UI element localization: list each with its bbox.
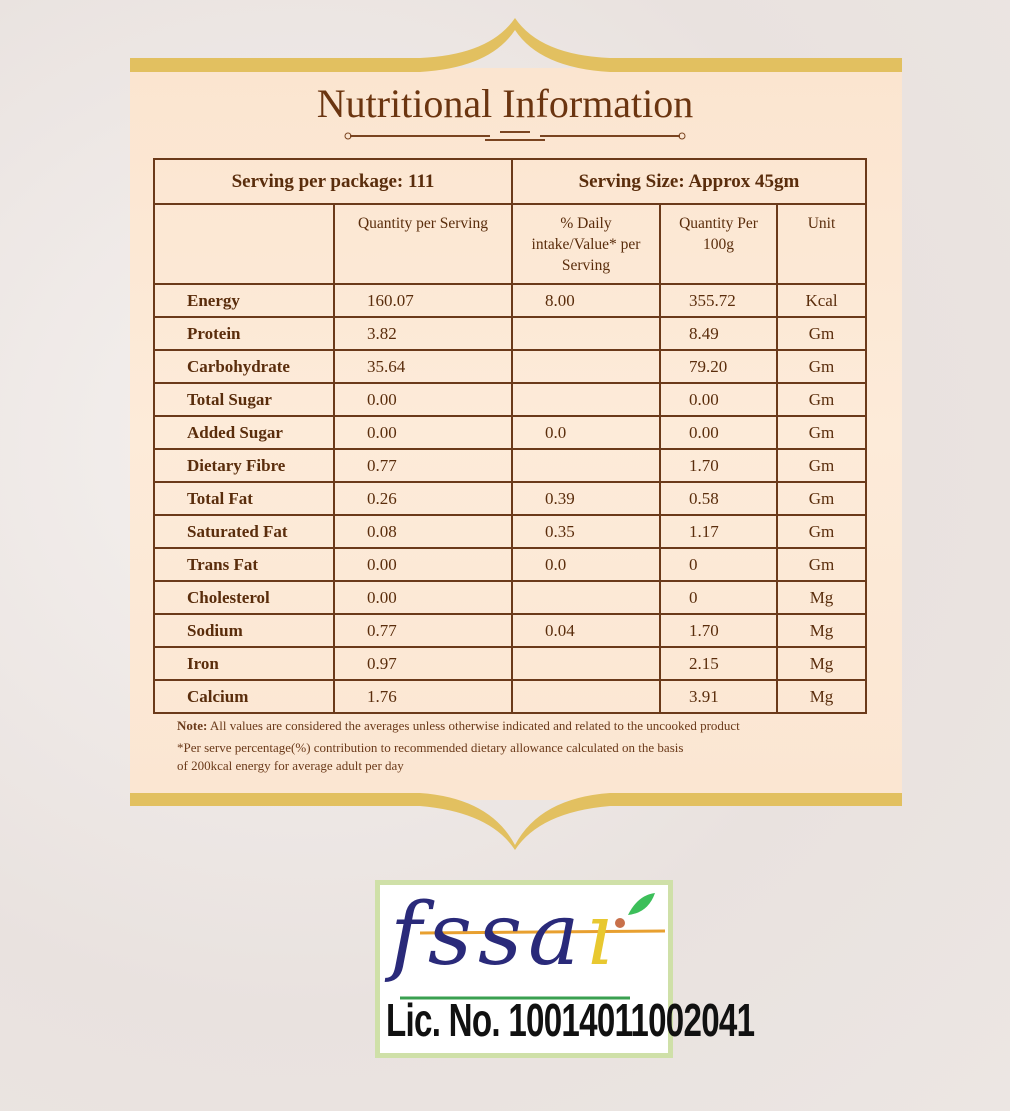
per-serving-value: 1.76 (333, 679, 513, 714)
per-serving-value: 35.64 (333, 349, 513, 384)
unit: Mg (776, 679, 867, 714)
per-100g-value: 2.15 (659, 646, 778, 681)
daily-value (511, 448, 661, 483)
per-100g-value: 0.58 (659, 481, 778, 516)
table-row: Protein 3.82 8.49 Gm (153, 316, 867, 351)
footnote-line-2: of 200kcal energy for average adult per … (177, 758, 404, 773)
per-serving-value: 0.00 (333, 382, 513, 417)
daily-value: 0.35 (511, 514, 661, 549)
fssai-wordmark: fssaı (390, 885, 619, 985)
daily-value (511, 580, 661, 615)
unit: Mg (776, 580, 867, 615)
per-100g-value: 3.91 (659, 679, 778, 714)
license-number: Lic. No. 10014011002041 (386, 994, 755, 1046)
per-100g-value: 1.70 (659, 448, 778, 483)
per-100g-value: 1.70 (659, 613, 778, 648)
unit: Gm (776, 547, 867, 582)
table-row: Iron 0.97 2.15 Mg (153, 646, 867, 681)
unit: Gm (776, 448, 867, 483)
unit: Gm (776, 382, 867, 417)
column-header-nutrient (153, 203, 335, 285)
table-row: Calcium 1.76 3.91 Mg (153, 679, 867, 714)
table-row: Sodium 0.77 0.04 1.70 Mg (153, 613, 867, 648)
unit: Gm (776, 514, 867, 549)
table-row: Total Fat 0.26 0.39 0.58 Gm (153, 481, 867, 516)
nutrient-name: Added Sugar (153, 415, 335, 450)
unit: Gm (776, 349, 867, 384)
column-header-daily-value: % Daily intake/Value* per Serving (511, 203, 661, 285)
per-100g-value: 8.49 (659, 316, 778, 351)
table-row: Carbohydrate 35.64 79.20 Gm (153, 349, 867, 384)
serving-per-package: Serving per package: 111 (153, 158, 513, 205)
per-serving-value: 160.07 (333, 283, 513, 318)
unit: Kcal (776, 283, 867, 318)
per-100g-value: 0 (659, 547, 778, 582)
nutrition-table: Serving per package: 111 Serving Size: A… (153, 158, 867, 714)
footnote-line-1: *Per serve percentage(%) contribution to… (177, 740, 684, 755)
unit: Gm (776, 415, 867, 450)
unit: Mg (776, 646, 867, 681)
unit: Gm (776, 481, 867, 516)
nutrient-name: Total Fat (153, 481, 335, 516)
daily-value (511, 382, 661, 417)
daily-value (511, 646, 661, 681)
per-100g-value: 0.00 (659, 382, 778, 417)
per-serving-value: 0.00 (333, 580, 513, 615)
daily-value (511, 679, 661, 714)
page-title: Nutritional Information (316, 81, 694, 126)
daily-value: 0.0 (511, 415, 661, 450)
table-row: Cholesterol 0.00 0 Mg (153, 580, 867, 615)
table-row: Saturated Fat 0.08 0.35 1.17 Gm (153, 514, 867, 549)
daily-value: 0.0 (511, 547, 661, 582)
per-serving-value: 3.82 (333, 316, 513, 351)
per-serving-value: 0.08 (333, 514, 513, 549)
per-serving-value: 0.97 (333, 646, 513, 681)
table-row: Dietary Fibre 0.77 1.70 Gm (153, 448, 867, 483)
per-serving-value: 0.26 (333, 481, 513, 516)
nutrient-name: Cholesterol (153, 580, 335, 615)
nutrient-name: Total Sugar (153, 382, 335, 417)
per-100g-value: 79.20 (659, 349, 778, 384)
per-serving-value: 0.77 (333, 448, 513, 483)
nutrient-name: Dietary Fibre (153, 448, 335, 483)
note: Note: All values are considered the aver… (177, 718, 740, 734)
note-text: All values are considered the averages u… (207, 718, 740, 733)
table-row: Energy 160.07 8.00 355.72 Kcal (153, 283, 867, 318)
per-serving-value: 0.00 (333, 547, 513, 582)
per-serving-value: 0.00 (333, 415, 513, 450)
table-row: Trans Fat 0.00 0.0 0 Gm (153, 547, 867, 582)
nutrient-name: Carbohydrate (153, 349, 335, 384)
nutrient-name: Trans Fat (153, 547, 335, 582)
daily-value: 0.04 (511, 613, 661, 648)
nutrient-name: Saturated Fat (153, 514, 335, 549)
unit: Mg (776, 613, 867, 648)
nutrient-name: Protein (153, 316, 335, 351)
per-serving-value: 0.77 (333, 613, 513, 648)
column-header-unit: Unit (776, 203, 867, 285)
per-100g-value: 0 (659, 580, 778, 615)
daily-value: 8.00 (511, 283, 661, 318)
daily-value (511, 349, 661, 384)
fssai-logo: fssaı Lic. No. 10014011002041 (375, 880, 755, 1058)
per-100g-value: 0.00 (659, 415, 778, 450)
table-row: Total Sugar 0.00 0.00 Gm (153, 382, 867, 417)
serving-size: Serving Size: Approx 45gm (511, 158, 867, 205)
note-label: Note: (177, 718, 208, 733)
table-row: Added Sugar 0.00 0.0 0.00 Gm (153, 415, 867, 450)
nutrient-name: Energy (153, 283, 335, 318)
column-header-per-100g: Quantity Per 100g (659, 203, 778, 285)
column-header-per-serving: Quantity per Serving (333, 203, 513, 285)
per-100g-value: 355.72 (659, 283, 778, 318)
daily-value: 0.39 (511, 481, 661, 516)
daily-value (511, 316, 661, 351)
nutrient-name: Sodium (153, 613, 335, 648)
per-100g-value: 1.17 (659, 514, 778, 549)
nutrient-name: Iron (153, 646, 335, 681)
nutrient-name: Calcium (153, 679, 335, 714)
unit: Gm (776, 316, 867, 351)
